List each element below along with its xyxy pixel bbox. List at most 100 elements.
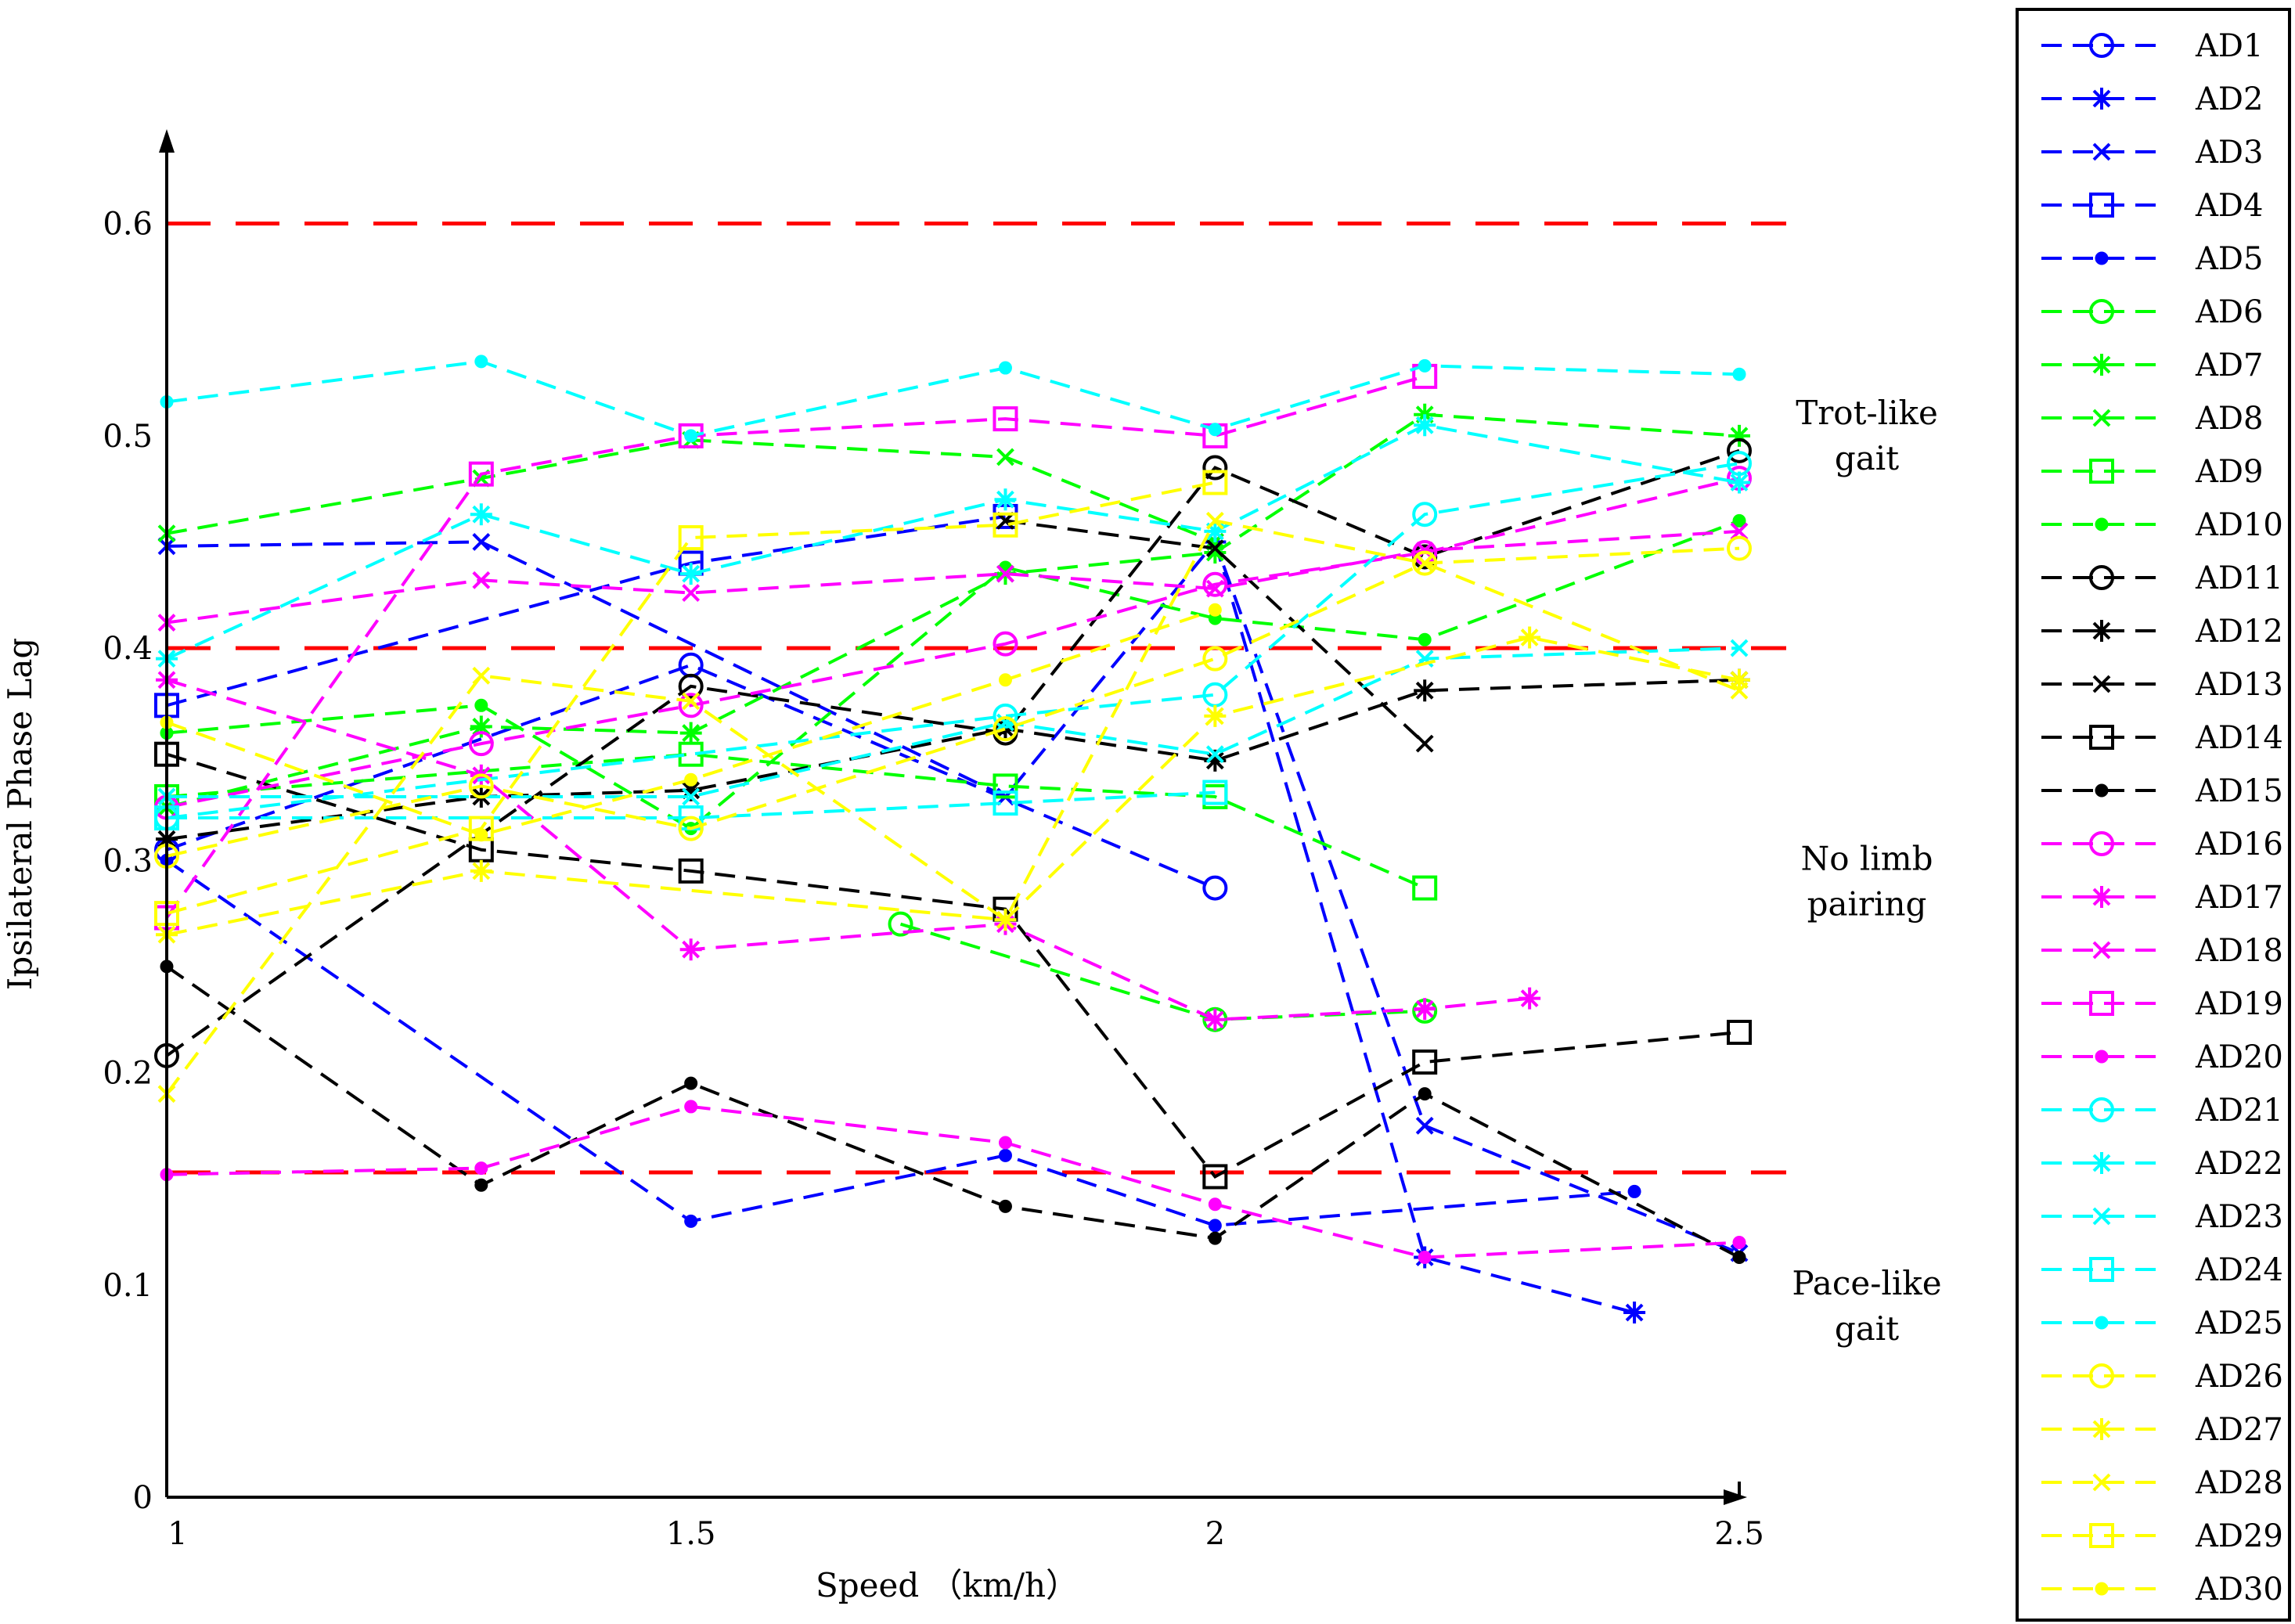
region-annotation-1: gait [1835,439,1899,477]
data-point-ad17 [1414,998,1436,1021]
legend-item-ad27: AD27 [2041,1412,2283,1448]
legend-label-ad22: AD22 [2195,1146,2283,1182]
data-point-ad20 [684,1100,698,1114]
legend-item-ad29: AD29 [2041,1518,2283,1554]
legend-label-ad21: AD21 [2195,1093,2283,1129]
series-ad18 [157,522,1749,632]
region-annotation-2: No limb [1801,839,1933,877]
data-point-ad16 [468,731,494,757]
legend-marker-ad11 [2089,565,2114,590]
data-point-ad18 [1205,579,1224,598]
region-annotation-2: pairing [1807,884,1927,923]
data-point-ad29 [993,512,1018,538]
y-tick-label: 0.2 [103,1056,153,1092]
data-point-ad28 [1415,554,1434,572]
data-point-ad28 [1205,511,1224,530]
data-point-ad21 [993,703,1018,729]
legend-label-ad17: AD17 [2195,880,2283,916]
series-ad11 [154,438,1752,1068]
data-point-ad16 [678,693,704,718]
x-axis-label: Speed （km/h） [816,1566,1079,1604]
legend-marker-ad9 [2089,459,2114,484]
data-point-ad19 [468,461,494,487]
data-point-ad28 [682,692,701,711]
data-point-ad28 [996,910,1014,929]
data-point-ad3 [1415,1116,1434,1135]
legend-item-ad24: AD24 [2041,1252,2283,1288]
legend-label-ad8: AD8 [2195,401,2263,437]
data-point-ad16 [1202,571,1228,597]
legend-item-ad30: AD30 [2041,1572,2283,1608]
legend-marker-ad28 [2092,1473,2111,1492]
legend-item-ad12: AD12 [2041,614,2283,650]
data-point-ad10 [1732,513,1746,528]
legend-label-ad10: AD10 [2195,507,2283,543]
series-ad25 [160,355,1746,443]
legend-item-ad2: AD2 [2041,81,2263,117]
data-point-ad30 [998,673,1012,687]
data-point-ad25 [1208,423,1222,437]
data-point-ad20 [998,1136,1012,1150]
series-ad7 [156,403,1750,819]
legend-label-ad11: AD11 [2195,560,2283,596]
data-point-ad15 [1208,1231,1222,1245]
data-point-ad19 [678,423,704,448]
data-point-ad10 [1418,632,1432,646]
legend: AD1 AD2 AD3 AD4 AD5 AD6 AD7 AD8 AD9 AD10 AD11 AD12 A… [2016,8,2291,1622]
legend-box [2016,8,2291,1622]
data-point-ad1 [1202,875,1228,901]
legend-label-ad12: AD12 [2195,614,2283,650]
x-tick-label: 2 [1205,1516,1225,1552]
data-point-ad5 [1627,1184,1641,1198]
legend-marker-ad30 [2095,1582,2109,1596]
data-point-ad7 [470,715,492,738]
legend-marker-ad23 [2092,1207,2111,1226]
series-line-ad12 [166,678,1740,841]
legend-item-ad11: AD11 [2041,560,2283,596]
data-point-ad5 [684,1214,698,1228]
data-point-ad22 [679,563,702,585]
data-point-ad13 [1205,539,1224,558]
legend-marker-ad2 [2091,88,2113,110]
y-tick-label: 0.4 [103,631,153,667]
x-tick-label: 1 [168,1516,187,1552]
legend-item-ad26: AD26 [2041,1359,2283,1395]
data-point-ad27 [1204,704,1227,727]
series-layer [154,355,1752,1324]
data-point-ad11 [1202,455,1228,481]
legend-item-ad14: AD14 [2041,720,2283,756]
data-point-ad14 [1202,1164,1228,1190]
legend-label-ad15: AD15 [2195,773,2283,809]
legend-label-ad7: AD7 [2195,347,2263,383]
legend-marker-ad19 [2089,991,2114,1016]
legend-item-ad15: AD15 [2041,773,2283,809]
legend-marker-ad20 [2095,1050,2109,1064]
data-point-ad28 [1730,681,1749,700]
data-point-ad12 [1414,679,1436,702]
legend-item-ad19: AD19 [2041,986,2283,1022]
legend-marker-ad24 [2089,1257,2114,1282]
series-line-ad2 [1213,541,1635,1314]
data-point-ad26 [678,816,704,841]
data-point-ad26 [1202,646,1228,672]
legend-marker-ad29 [2089,1523,2114,1548]
legend-marker-ad17 [2091,886,2113,908]
data-point-ad25 [998,361,1012,375]
legend-label-ad30: AD30 [2195,1572,2283,1608]
legend-item-ad3: AD3 [2041,135,2263,171]
region-annotation-3: gait [1835,1309,1899,1348]
legend-item-ad4: AD4 [2041,188,2263,224]
legend-marker-ad3 [2092,142,2111,161]
legend-marker-ad8 [2092,409,2111,427]
data-point-ad24 [1202,780,1228,805]
data-point-ad26 [993,716,1018,742]
legend-item-ad25: AD25 [2041,1305,2283,1341]
series-line-ad13 [1005,519,1426,745]
x-tick-label: 2.5 [1714,1516,1764,1552]
series-line-ad15 [165,965,1740,1259]
data-point-ad23 [1205,745,1224,764]
series-ad5 [160,853,1641,1233]
data-point-ad18 [1415,541,1434,560]
data-point-ad22 [470,503,492,526]
legend-item-ad21: AD21 [2041,1093,2283,1129]
